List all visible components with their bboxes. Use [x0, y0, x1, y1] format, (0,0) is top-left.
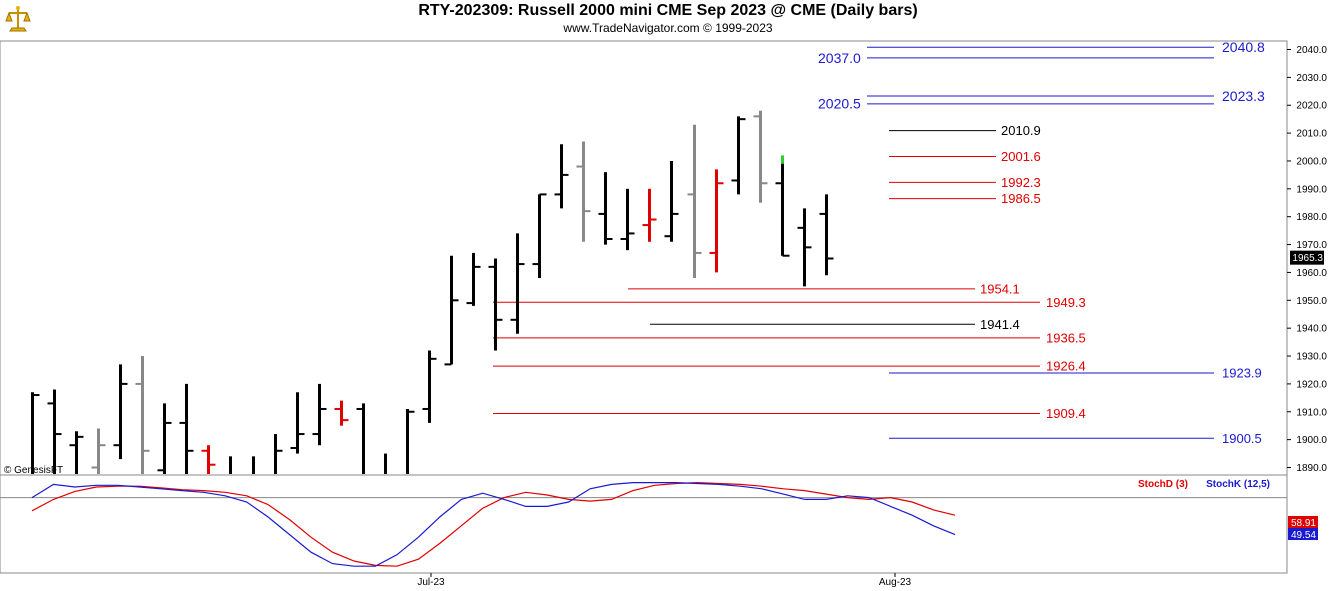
- level-label: 1949.3: [1046, 295, 1086, 310]
- ohlc-bar: [775, 160, 790, 257]
- price-axis-label: 1900.0: [1296, 435, 1327, 446]
- ohlc-bar: [532, 193, 547, 279]
- ohlc-bar: [797, 208, 812, 287]
- stochk-legend: StochK (12,5): [1206, 479, 1270, 490]
- price-axis-label: 1940.0: [1296, 324, 1327, 335]
- ohlc-bar: [466, 252, 481, 306]
- ohlc-bar: [47, 389, 62, 474]
- ohlc-bar: [113, 364, 128, 460]
- stochk-last-box: [1288, 528, 1318, 540]
- ohlc-bar: [731, 116, 746, 195]
- stochd-last-label: 58.91: [1291, 518, 1316, 529]
- date-axis-label: Aug-23: [879, 577, 912, 588]
- ohlc-bar: [753, 110, 768, 203]
- level-label: 1909.4: [1046, 406, 1086, 421]
- ohlc-bar: [664, 160, 679, 242]
- price-axis-label: 1910.0: [1296, 407, 1327, 418]
- ohlc-bars: [31, 110, 834, 474]
- price-axis-label: 1990.0: [1296, 184, 1327, 195]
- last-price-box: [1290, 250, 1324, 265]
- ohlc-bar: [274, 434, 283, 474]
- ohlc-bar: [179, 383, 194, 474]
- price-axis-label: 1960.0: [1296, 268, 1327, 279]
- ohlc-bar: [488, 258, 503, 351]
- level-label: 1992.3: [1001, 175, 1041, 190]
- ohlc-bar: [709, 169, 724, 273]
- level-label: 2020.5: [818, 96, 861, 112]
- tradenavigator-logo-icon: [3, 4, 33, 34]
- ohlc-bar: [687, 124, 702, 279]
- level-label: 2010.9: [1001, 123, 1041, 138]
- ohlc-bar: [554, 144, 569, 209]
- level-label: 1900.5: [1222, 431, 1262, 446]
- price-axis-label: 2030.0: [1296, 73, 1327, 84]
- price-axis-label: 1930.0: [1296, 352, 1327, 363]
- level-label: 2037.0: [818, 50, 861, 66]
- ohlc-bar: [201, 445, 216, 474]
- ohlc-bar: [334, 400, 349, 426]
- price-pane-border: [0, 40, 1288, 476]
- price-axis-label: 2040.0: [1296, 45, 1327, 56]
- ohlc-bar: [510, 233, 525, 334]
- ohlc-bar: [444, 255, 459, 366]
- chart-subtitle: www.TradeNavigator.com © 1999-2023: [563, 21, 773, 35]
- ohlc-bar: [598, 172, 613, 245]
- watermark: © GenesisFT: [4, 465, 63, 476]
- price-axis: 2040.0 2030.0 2020.0 2010.0 2000.0 1990.0 1980…: [1287, 45, 1327, 474]
- price-axis-label: 1890.0: [1296, 463, 1327, 474]
- ohlc-bar: [422, 350, 437, 423]
- stochk-line: [31, 482, 956, 567]
- ohlc-bar: [69, 431, 84, 474]
- price-axis-label: 2020.0: [1296, 101, 1327, 112]
- ohlc-bar: [356, 403, 365, 474]
- stochd-line: [31, 481, 956, 567]
- ohlc-bar: [91, 428, 106, 474]
- date-axis-label: Jul-23: [417, 577, 445, 588]
- price-axis-label: 1920.0: [1296, 379, 1327, 390]
- price-axis-label: 2000.0: [1296, 156, 1327, 167]
- ohlc-bar: [819, 194, 834, 276]
- last-price-label: 1965.3: [1292, 253, 1323, 264]
- level-label: 1986.5: [1001, 191, 1041, 206]
- chart-title: RTY-202309: Russell 2000 mini CME Sep 20…: [418, 2, 918, 19]
- chart-frames: [0, 40, 1288, 574]
- level-label: 1941.4: [980, 317, 1020, 332]
- stochd-last-box: [1288, 516, 1318, 528]
- price-axis-label: 2010.0: [1296, 129, 1327, 140]
- stochk-last-label: 49.54: [1291, 530, 1316, 541]
- price-axis-label: 1970.0: [1296, 240, 1327, 251]
- price-axis-label: 1950.0: [1296, 296, 1327, 307]
- ohlc-bar: [157, 403, 172, 474]
- price-axis-label: 1980.0: [1296, 212, 1327, 223]
- level-label: 2023.3: [1222, 88, 1265, 104]
- price-levels: 2040.8 2037.0 2023.3 2020.5 2010.9 2001.6 1992…: [493, 39, 1265, 446]
- ohlc-bar: [642, 188, 657, 242]
- stochd-legend: StochD (3): [1138, 479, 1188, 490]
- ohlc-bar: [312, 383, 327, 446]
- level-label: 2040.8: [1222, 39, 1265, 55]
- date-axis: Jul-23 Aug-23: [417, 573, 912, 588]
- ohlc-bar: [620, 188, 635, 251]
- level-label: 1926.4: [1046, 359, 1086, 374]
- ohlc-bar: [406, 408, 415, 474]
- ohlc-bar: [135, 356, 150, 474]
- level-label: 2001.6: [1001, 149, 1041, 164]
- ohlc-bar: [290, 392, 305, 454]
- level-label: 1936.5: [1046, 330, 1086, 345]
- ohlc-bar: [576, 141, 591, 242]
- ohlc-bar: [31, 392, 40, 474]
- level-label: 1923.9: [1222, 366, 1262, 381]
- level-label: 1954.1: [980, 281, 1020, 296]
